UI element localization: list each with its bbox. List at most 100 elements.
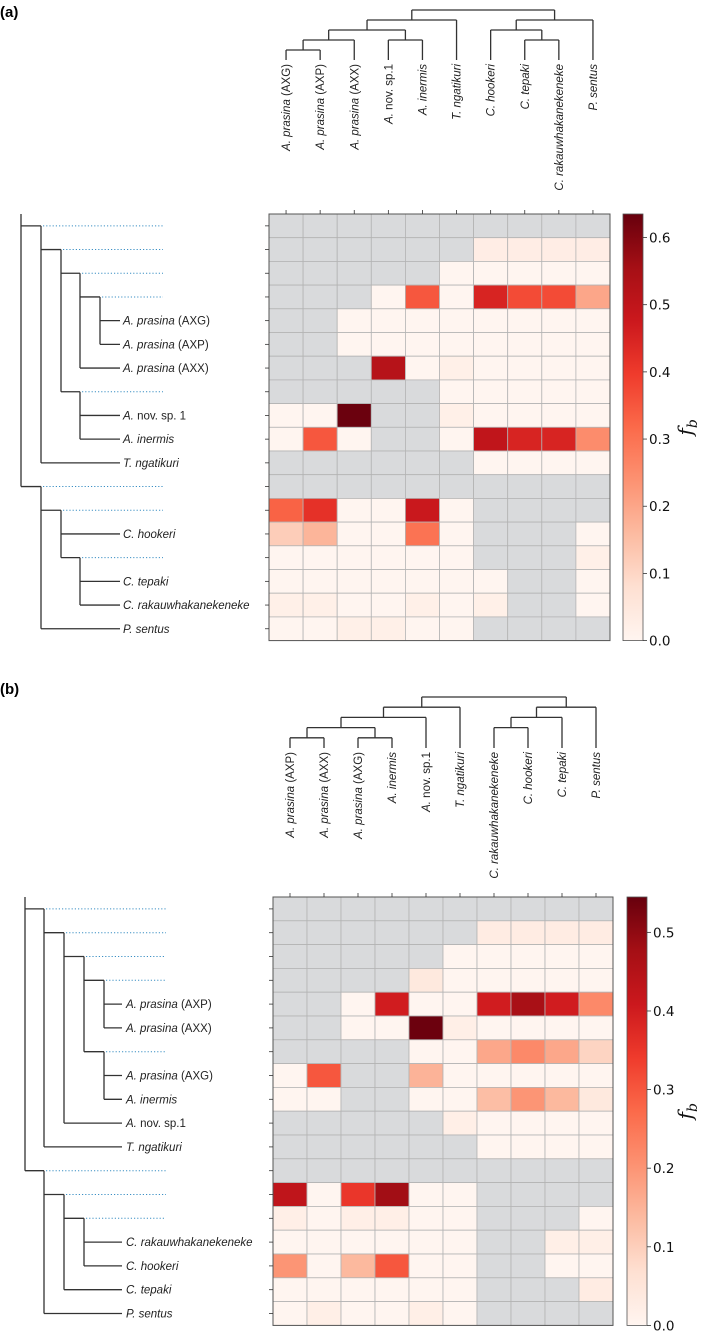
heatmap-cell (575, 474, 611, 499)
heatmap-cell (306, 920, 342, 945)
heatmap-cell (306, 1134, 342, 1160)
heatmap-cell (510, 920, 546, 945)
heatmap-cell (268, 260, 304, 286)
heatmap-cell (578, 1015, 614, 1041)
heatmap-cell (336, 379, 372, 404)
heatmap-cell (408, 991, 444, 1017)
heatmap-cell (370, 308, 406, 333)
heatmap-cell (442, 1301, 478, 1326)
heatmap-cell (442, 1182, 478, 1207)
colorbar-tick-label: 0.1 (649, 566, 670, 582)
heatmap-cell (340, 896, 376, 922)
heatmap-cell (374, 896, 410, 922)
heatmap-cell (507, 569, 543, 594)
heatmap-cell (473, 497, 509, 523)
heatmap-cell (336, 403, 372, 428)
heatmap-cell (404, 284, 440, 310)
heatmap-cell (510, 1134, 546, 1160)
heatmap-cell (408, 896, 444, 922)
row-label: C. hookeri (123, 529, 176, 541)
heatmap-cell (575, 521, 611, 547)
colorbar-tick-label: 0.4 (649, 365, 670, 381)
heatmap-cell (340, 1206, 376, 1231)
heatmap-cell (473, 237, 509, 262)
heatmap-cell (340, 1182, 376, 1207)
heatmap-cell (476, 1063, 512, 1088)
heatmap-cell (473, 379, 509, 404)
heatmap-cell (336, 355, 372, 381)
heatmap-cell (507, 521, 543, 547)
heatmap-cell (404, 545, 440, 570)
heatmap-cell (510, 1206, 546, 1231)
heatmap-cell (336, 237, 372, 262)
heatmap-cell (476, 1015, 512, 1041)
heatmap-cell (578, 1206, 614, 1231)
heatmap-cell (510, 1277, 546, 1303)
heatmap-cell (510, 1039, 546, 1065)
heatmap-cell (575, 284, 611, 310)
heatmap-cell (272, 1229, 308, 1255)
heatmap-cell (476, 896, 512, 922)
heatmap-cell (473, 308, 509, 333)
colorbar-tick-label: 0.5 (649, 298, 670, 314)
heatmap-cell (306, 1253, 342, 1279)
heatmap-cell (507, 450, 543, 476)
heatmap-cell (268, 592, 304, 618)
column-label: T. ngatikuri (452, 64, 464, 120)
heatmap-cell (370, 332, 406, 357)
heatmap-cell (340, 991, 376, 1017)
colorbar (622, 213, 644, 642)
heatmap-cell (541, 426, 577, 452)
heatmap-cell (340, 1134, 376, 1160)
heatmap-cell (306, 991, 342, 1017)
heatmap-cell (507, 284, 543, 310)
row-label: P. sentus (126, 1309, 173, 1321)
heatmap-cell (544, 1253, 580, 1279)
heatmap-cell (408, 920, 444, 945)
colorbar-label: fb (673, 419, 701, 437)
heatmap-cell (408, 944, 444, 969)
heatmap-cell (370, 545, 406, 570)
column-label: C. rakauwhakanekeneke (489, 752, 501, 879)
heatmap-cell (544, 920, 580, 945)
heatmap-cell (374, 1301, 410, 1326)
heatmap-cell (268, 569, 304, 594)
heatmap-cell (408, 1087, 444, 1112)
heatmap-cell (439, 213, 474, 239)
heatmap-cell (578, 1277, 614, 1303)
heatmap-cell (541, 450, 577, 476)
heatmap-cell (439, 474, 474, 499)
column-label: C. hookeri (523, 752, 535, 805)
heatmap-cell (374, 1087, 410, 1112)
heatmap-cell (374, 1015, 410, 1041)
heatmap-cell (302, 332, 338, 357)
column-label: C. rakauwhakanekeneke (554, 64, 566, 191)
heatmap-cell (578, 1182, 614, 1207)
heatmap-cell (439, 284, 474, 310)
heatmap-cell (408, 1253, 444, 1279)
heatmap-cell (541, 237, 577, 262)
heatmap-cell (370, 355, 406, 381)
heatmap-cell (507, 616, 543, 642)
heatmap-cell (268, 355, 304, 381)
heatmap-cell (575, 355, 611, 381)
heatmap-cell (473, 355, 509, 381)
heatmap-cell (306, 1229, 342, 1255)
heatmap-cell (302, 379, 338, 404)
column-label: A. prasina (AXX) (319, 752, 331, 839)
heatmap-cell (306, 1063, 342, 1088)
heatmap-cell (404, 237, 440, 262)
row-label: A. inermis (125, 1094, 177, 1106)
heatmap-cell (374, 991, 410, 1017)
heatmap-cell (336, 260, 372, 286)
heatmap-cell (476, 1206, 512, 1231)
heatmap-cell (374, 1182, 410, 1207)
heatmap-cell (507, 260, 543, 286)
heatmap-cell (473, 260, 509, 286)
heatmap-cell (510, 1301, 546, 1326)
heatmap-cell (541, 308, 577, 333)
column-label: A. prasina (AXP) (315, 64, 327, 151)
heatmap-cell (268, 237, 304, 262)
heatmap-cell (340, 968, 376, 993)
heatmap-cell (272, 944, 308, 969)
